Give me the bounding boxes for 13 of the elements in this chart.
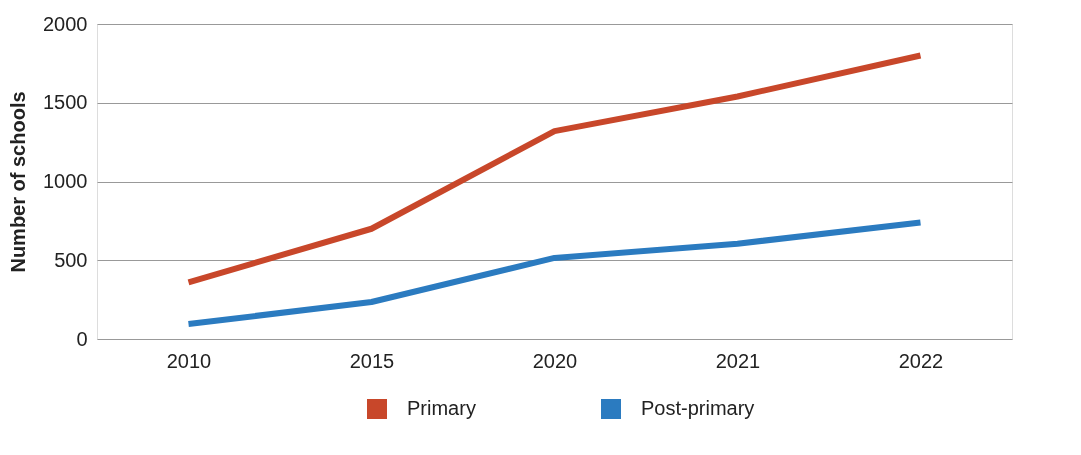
y-axis-title: Number of schools bbox=[7, 91, 30, 273]
legend-label: Primary bbox=[407, 397, 476, 419]
x-tick-label: 2020 bbox=[532, 349, 578, 372]
x-tick-label: 2021 bbox=[715, 349, 761, 372]
x-tick-label: 2010 bbox=[166, 349, 212, 372]
x-tick-label: 2015 bbox=[349, 349, 395, 372]
x-tick-label: 2022 bbox=[898, 349, 944, 372]
legend-label: Post-primary bbox=[641, 397, 755, 419]
y-tick-label: 500 bbox=[54, 248, 88, 271]
y-tick-label: 2000 bbox=[43, 12, 88, 35]
y-tick-label: 0 bbox=[76, 327, 88, 350]
y-tick-label: 1500 bbox=[43, 91, 88, 114]
y-tick-label: 1000 bbox=[43, 170, 88, 192]
